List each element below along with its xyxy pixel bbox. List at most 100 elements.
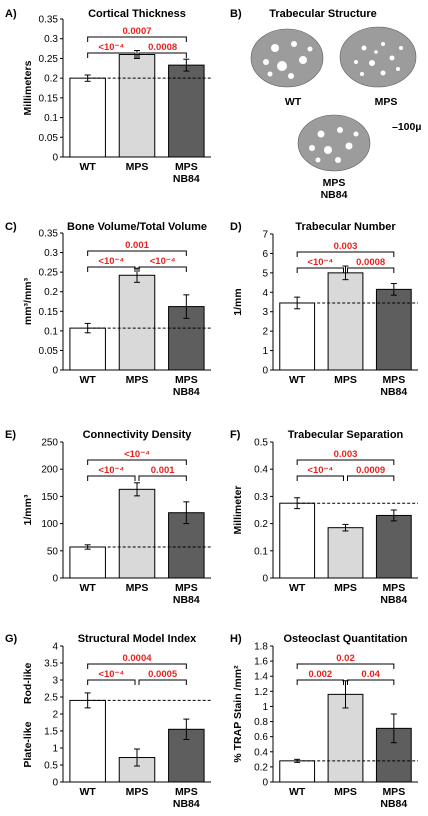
y-tick-label: 7 [262,230,268,241]
p-value-label: <10⁻⁴ [98,669,124,680]
bar-charts: A) Cortical Thickness00.050.10.150.20.250… [5,8,418,810]
x-category-label: MPS [126,786,149,798]
x-category-label: MPS [334,374,357,386]
y-tick-label: 4 [52,642,58,653]
x-category-label-line: MPS [334,786,357,798]
x-category-label: MPS NB84 [173,582,200,606]
panel-letter: E) [5,429,16,441]
x-category-label-line: MPS [126,786,149,798]
p-value-label: 0.0005 [148,669,178,680]
x-category-label-line: NB84 [380,798,407,810]
x-category-label-line: WT [80,786,97,798]
p-value-label: <10⁻⁴ [98,256,124,267]
bar-1 [327,527,364,579]
x-category-label-line: MPS [382,374,405,386]
y-tick-label: 0 [52,153,58,164]
x-category-label: MPS NB84 [173,161,200,185]
bar-1 [327,693,364,783]
x-category-label-line: NB84 [173,798,200,810]
y-tick-label: 0.4 [254,747,268,758]
x-category-label: MPS [126,161,149,173]
significance-bracket [296,267,344,273]
y-tick-label: 0.6 [254,732,268,743]
p-value-label: <10⁻⁴ [307,465,333,476]
x-category-label-line: NB84 [380,594,407,606]
bar-1 [118,53,156,158]
y-tick-label: 0.25 [39,54,59,65]
significance-bracket [87,250,187,256]
render-label-mps: MPS [375,96,398,108]
significance-bracket [138,52,187,58]
p-value-label: <10⁻⁴ [98,465,124,476]
panel-letter: H) [230,633,242,645]
x-category-label: MPS [334,582,357,594]
x-category-label-line: MPS [334,582,357,594]
y-tick-label: 250 [41,438,58,449]
y-tick-label: 100 [41,519,58,530]
y-tick-label: 0 [52,366,58,377]
panel-b-letter: B) [230,8,242,20]
y-tick-label: 0.2 [254,519,268,530]
y-axis-label: 1/mm³ [22,494,34,525]
bar-0 [279,302,316,371]
x-category-label: MPS NB84 [380,374,407,398]
y-tick-label: 0.5 [254,438,268,449]
y-tick-label: 0.1 [44,113,58,124]
x-category-label-line: WT [80,582,97,594]
y-tick-label: 0.2 [44,74,58,85]
y-tick-label: 3 [52,676,58,687]
x-category-label: MPS NB84 [380,786,407,810]
x-category-label: MPS NB84 [380,582,407,606]
y-tick-label: 0.05 [39,346,59,357]
x-category-label: WT [289,374,306,386]
significance-bracket [87,36,187,42]
y-side-label: Rod-like [22,663,34,705]
y-axis-label: Millimeters [22,60,34,115]
y-tick-label: 50 [47,546,59,557]
y-tick-label: 0.35 [39,15,59,26]
chart-title: Structural Model Index [78,633,197,645]
y-tick-label: 0.05 [39,133,59,144]
chart-1: C) Bone Volume/Total Volume 0 0.05 0.1 0.15 0.… [5,221,211,398]
x-category-label-line: MPS [382,786,405,798]
y-tick-label: 0.25 [39,268,59,279]
x-category-label: WT [80,786,97,798]
significance-bracket [87,663,187,669]
significance-bracket [296,663,395,669]
y-axis-label: 1/mm [232,288,244,315]
bone-render-wt [250,28,324,88]
y-tick-label: 1.4 [254,672,268,683]
y-tick-label: 1 [52,744,58,755]
x-category-label-line: NB84 [380,386,407,398]
y-tick-label: 0.5 [44,761,58,772]
y-tick-label: 0.3 [44,248,58,259]
significance-bracket [138,475,187,481]
bar-0 [69,546,106,579]
p-value-label: 0.0007 [122,26,151,37]
significance-bracket [87,679,136,685]
bar-0 [69,327,106,371]
chart-5: G) Structural Model Index 0 0.5 1 1.5 2 2.5 3 3.5… [5,633,211,810]
x-category-label-line: WT [289,374,306,386]
x-category-label: WT [80,374,97,386]
y-tick-label: 1.5 [44,727,58,738]
y-tick-label: 0 [262,778,268,789]
x-category-label-line: WT [289,786,306,798]
y-side-label: Plate-like [22,721,34,767]
significance-bracket [347,679,395,685]
bar-0 [69,77,106,158]
x-category-label: MPS [126,582,149,594]
y-tick-label: 1.2 [254,687,268,698]
significance-bracket [296,459,395,465]
bar-1 [118,274,156,371]
p-value-label: 0.0008 [356,257,385,268]
significance-bracket [296,251,395,257]
significance-bracket [87,52,136,58]
significance-bracket [296,475,344,481]
y-tick-label: 0.15 [39,93,59,104]
y-tick-label: 6 [262,249,268,260]
significance-bracket [296,679,344,685]
panel-letter: G) [5,633,18,645]
